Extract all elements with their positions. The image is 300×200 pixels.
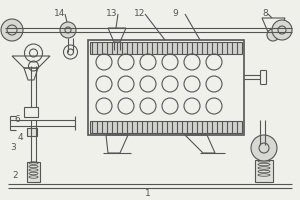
- Circle shape: [272, 20, 292, 40]
- Bar: [255, 160, 273, 182]
- Circle shape: [1, 19, 23, 41]
- Text: 1: 1: [145, 188, 151, 198]
- Circle shape: [251, 135, 277, 161]
- Circle shape: [267, 29, 279, 41]
- Text: 4: 4: [17, 132, 23, 142]
- Circle shape: [60, 22, 76, 38]
- Text: 13: 13: [106, 9, 118, 19]
- Text: 9: 9: [172, 9, 178, 19]
- Text: 12: 12: [134, 9, 146, 19]
- Text: 8: 8: [262, 9, 268, 19]
- Text: 3: 3: [10, 144, 16, 152]
- Text: 14: 14: [54, 9, 66, 19]
- Bar: [24, 107, 38, 117]
- Text: 2: 2: [12, 170, 18, 180]
- Bar: [90, 121, 242, 133]
- Bar: [88, 40, 244, 135]
- Text: 6: 6: [14, 116, 20, 124]
- Bar: [111, 50, 123, 54]
- Bar: [90, 42, 242, 54]
- Bar: [27, 128, 37, 136]
- Bar: [27, 162, 40, 182]
